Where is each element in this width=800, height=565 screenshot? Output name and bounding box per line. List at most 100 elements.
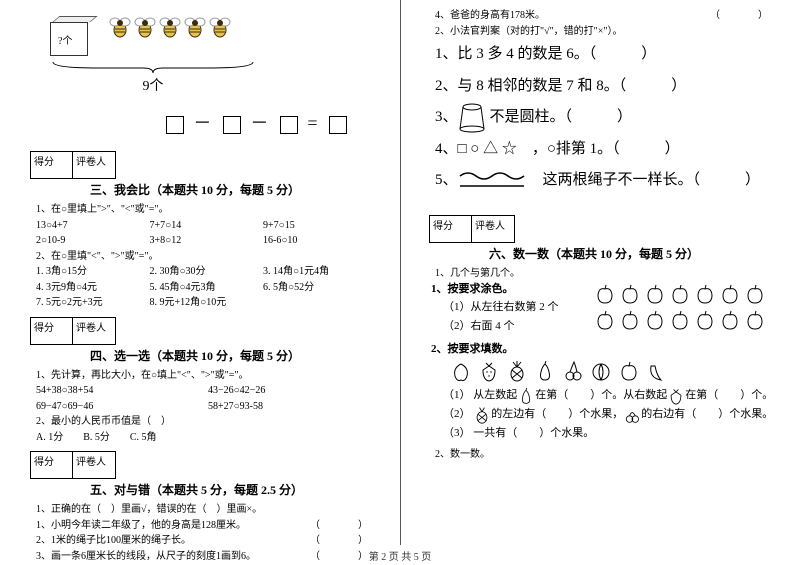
- expr: 1. 3角○15分: [36, 264, 150, 280]
- expr: 58+27○93-58: [208, 399, 380, 415]
- apple-icon: [695, 309, 715, 331]
- s6-body: 1、几个与第几个。 1、按要求涂色。 （1）从左往右数第 2 个 （2）右面 4…: [429, 266, 780, 463]
- bee-icon: [108, 12, 132, 40]
- box-3d: ?个: [50, 16, 96, 58]
- score-label: 得分: [430, 216, 472, 242]
- s6-1-2: 2、按要求填数。: [431, 341, 780, 358]
- s4-body: 1、先计算，再比大小，在○填上"<"、">"或"="。 54+38○38+54 …: [30, 368, 380, 446]
- cherry-icon: [623, 406, 641, 424]
- expr: 7+7○14: [150, 218, 264, 234]
- s5-item: 1、小明今年读二年级了，他的身高是128厘米。（ ）: [36, 518, 380, 534]
- pear-icon: [535, 360, 555, 382]
- expr: 54+38○38+54: [36, 383, 208, 399]
- s5-q2-item: 3、 不是圆柱。（ ）: [435, 102, 780, 134]
- expr: 6. 5角○52分: [263, 280, 377, 296]
- brace-icon: [48, 60, 258, 74]
- expr: 2○10-9: [36, 233, 150, 249]
- s3-q1-row: 13○4+7 7+7○14 9+7○15: [36, 218, 380, 234]
- s5-item: 2、1米的绳子比100厘米的绳子长。（ ）: [36, 533, 380, 549]
- s5-cont: 4、爸爸的身高有178米。（ ） 2、小法官判案（对的打"√"，错的打"×"）。: [429, 8, 780, 39]
- s5-q1-stem: 1、正确的在（ ）里画√，错误的在（ ）里画×。: [36, 502, 380, 518]
- section-3-title: 三、我会比（本题共 10 分，每题 5 分）: [90, 181, 380, 198]
- bee-icon: [158, 12, 182, 40]
- score-box: 得分 评卷人: [30, 451, 116, 479]
- watermelon-icon: [591, 360, 611, 382]
- apple-icon: [720, 309, 740, 331]
- box-label: ?个: [58, 32, 72, 47]
- section-4-title: 四、选一选（本题共 10 分，每题 5 分）: [90, 347, 380, 364]
- score-label: 得分: [31, 152, 73, 178]
- expr: 5. 45角○4元3角: [150, 280, 264, 296]
- expr: 69−47○69−46: [36, 399, 208, 415]
- pineapple-icon: [473, 406, 491, 424]
- s6-1-1: 1、按要求涂色。: [431, 281, 579, 298]
- section-6-title: 六、数一数（本题共 10 分，每题 5 分）: [489, 245, 780, 262]
- s6-q2: 2、数一数。: [435, 447, 780, 463]
- s3-q1-row: 2○10-9 3+8○12 16-6○10: [36, 233, 380, 249]
- mixed-fruit-row: [451, 360, 780, 382]
- apple-icon: [745, 283, 765, 305]
- grader-label: 评卷人: [73, 152, 115, 178]
- expr: 4. 3元9角○4元: [36, 280, 150, 296]
- apple-icon: [645, 283, 665, 305]
- blank-box: [223, 116, 241, 134]
- score-box: 得分 评卷人: [30, 151, 116, 179]
- s3-body: 1、在○里填上">"、"<"或"="。 13○4+7 7+7○14 9+7○15…: [30, 202, 380, 311]
- s5-q2-item: 4、□ ○ △ ☆ ，○排第 1。（ ）: [435, 134, 780, 166]
- score-label: 得分: [31, 318, 73, 344]
- bee-icon: [208, 12, 232, 40]
- expr: 2. 30角○30分: [150, 264, 264, 280]
- grader-label: 评卷人: [73, 318, 115, 344]
- s4-q1-stem: 1、先计算，再比大小，在○填上"<"、">"或"="。: [36, 368, 380, 384]
- header-figure: ?个: [30, 6, 380, 58]
- expr: 3+8○12: [150, 233, 264, 249]
- s4-q2-stem: 2、最小的人民币币值是（ ）: [36, 414, 380, 430]
- blank-box: [166, 116, 184, 134]
- s6-line-b: （2） 的左边有（ ）个水果，的右边有（ ）个水果。: [443, 405, 780, 424]
- expr: [263, 295, 377, 311]
- s3-q1-stem: 1、在○里填上">"、"<"或"="。: [36, 202, 380, 218]
- s6-q1: 1、几个与第几个。: [435, 266, 780, 282]
- left-column: ?个 9个 － － = 得分: [0, 0, 400, 545]
- score-box: 得分 评卷人: [429, 215, 515, 243]
- apple-grid: [579, 281, 765, 335]
- page: ?个 9个 － － = 得分: [0, 0, 800, 545]
- apple-icon: [595, 309, 615, 331]
- brace-label: 9个: [48, 75, 258, 95]
- expr: 8. 9元+12角○10元: [150, 295, 264, 311]
- s5-q2-item: 5、 这两根绳子不一样长。（ ）: [435, 165, 780, 197]
- grader-label: 评卷人: [472, 216, 514, 242]
- s6-1-1b: （2）右面 4 个: [443, 317, 579, 336]
- pear-icon: [517, 387, 535, 405]
- s3-q2-row: 4. 3元9角○4元 5. 45角○4元3角 6. 5角○52分: [36, 280, 380, 296]
- grader-label: 评卷人: [73, 452, 115, 478]
- s4-q2-choices: A. 1分 B. 5分 C. 5角: [36, 430, 380, 446]
- page-footer: 第 2 页 共 5 页: [0, 548, 800, 563]
- s5-q2-stem: 2、小法官判案（对的打"√"，错的打"×"）。: [435, 24, 780, 40]
- score-label: 得分: [31, 452, 73, 478]
- op: =: [307, 113, 319, 133]
- expr: 9+7○15: [263, 218, 377, 234]
- expr: 3. 14角○1元4角: [263, 264, 377, 280]
- cone-icon: [458, 103, 486, 133]
- expr: 7. 5元○2元+3元: [36, 295, 150, 311]
- apple-icon: [720, 283, 740, 305]
- strawberry-icon: [667, 387, 685, 405]
- bee-group: [108, 6, 248, 40]
- s3-q2-row: 1. 3角○15分 2. 30角○30分 3. 14角○1元4角: [36, 264, 380, 280]
- s5-q2-list: 1、比 3 多 4 的数是 6。（ ） 2、与 8 相邻的数是 7 和 8。（ …: [429, 39, 780, 197]
- s6-line-c: （3） 一共有（ ）个水果。: [443, 424, 780, 443]
- s6-1-1a: （1）从左往右数第 2 个: [443, 298, 579, 317]
- section-5-title: 五、对与错（本题共 5 分，每题 2.5 分）: [90, 481, 380, 498]
- s3-q2-row: 7. 5元○2元+3元 8. 9元+12角○10元: [36, 295, 380, 311]
- pineapple-icon: [507, 360, 527, 382]
- blank-box: [329, 116, 347, 134]
- bee-icon: [183, 12, 207, 40]
- brace: 9个: [30, 60, 380, 95]
- right-column: 4、爸爸的身高有178米。（ ） 2、小法官判案（对的打"√"，错的打"×"）。…: [400, 0, 800, 545]
- s4-q1-row: 54+38○38+54 43−26○42−26: [36, 383, 380, 399]
- apple-icon: [595, 283, 615, 305]
- apple-icon: [695, 283, 715, 305]
- rope-icon: [458, 170, 528, 192]
- apple-icon: [645, 309, 665, 331]
